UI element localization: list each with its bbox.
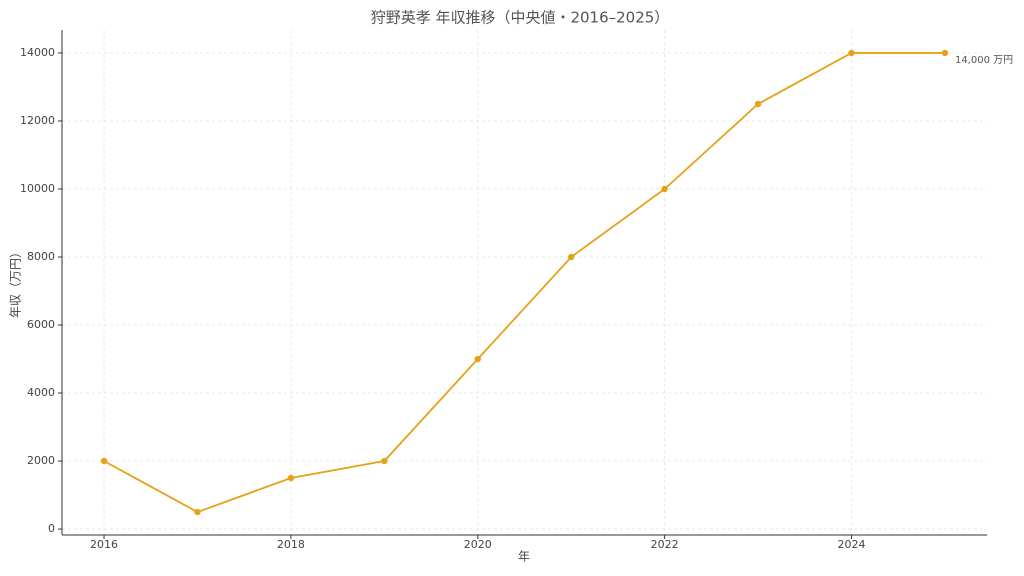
- x-tick-label: 2024: [838, 538, 866, 551]
- point: [287, 474, 295, 482]
- chart-title: 狩野英孝 年収推移（中央値・2016–2025）: [371, 9, 670, 27]
- y-tick-label: 6000: [27, 318, 55, 331]
- x-tick-label: 2022: [651, 538, 679, 551]
- point: [568, 253, 575, 261]
- point: [661, 185, 668, 193]
- point: [754, 100, 762, 108]
- point: [100, 457, 108, 465]
- y-axis-label: 年収（万円）: [9, 246, 23, 318]
- x-tick-label: 2016: [90, 538, 118, 551]
- y-tick-label: 12000: [20, 114, 55, 127]
- point: [381, 457, 388, 465]
- point: [941, 49, 949, 57]
- data-label: 14,000 万円: [955, 55, 1013, 66]
- y-tick-label: 4000: [27, 386, 55, 399]
- y-tick-label: 14000: [20, 46, 55, 59]
- line: [103, 52, 945, 514]
- y-tick-label: 8000: [27, 250, 55, 263]
- x-tick-label: 2018: [277, 538, 305, 551]
- point: [848, 49, 855, 57]
- y-tick-label: 2000: [27, 454, 55, 467]
- point: [194, 508, 201, 516]
- x-axis-label: 年: [518, 550, 530, 564]
- y-tick-label: 0: [48, 522, 55, 535]
- x-tick-label: 2020: [464, 538, 492, 551]
- y-tick-label: 10000: [20, 182, 55, 195]
- point: [474, 355, 481, 363]
